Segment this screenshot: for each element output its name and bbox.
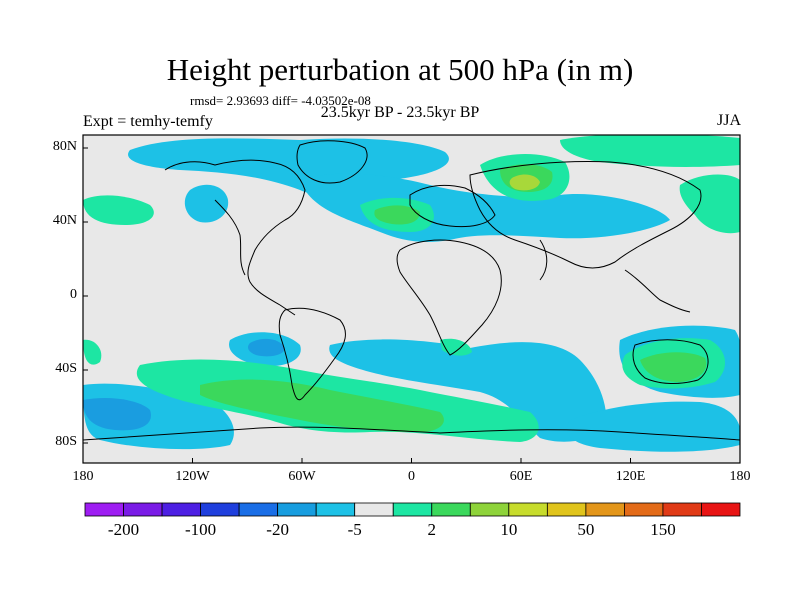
- colorbar-label: 150: [650, 520, 676, 539]
- colorbar-swatch: [469, 502, 510, 517]
- colorbar-swatch: [585, 502, 625, 517]
- colorbar-swatch: [546, 502, 587, 517]
- colorbar-swatch: [508, 502, 548, 517]
- colorbar-label: 10: [500, 520, 518, 539]
- contour-south-band-strong: [200, 379, 444, 432]
- colorbar-label: -200: [107, 520, 140, 539]
- contour-npacific-positive: [679, 174, 740, 234]
- lon-tick-label: 0: [408, 469, 415, 484]
- colorbar-swatch: [200, 502, 240, 517]
- contour-west-positive: [83, 339, 102, 365]
- coastlines: [83, 140, 740, 441]
- colorbar-label: 2: [427, 520, 437, 539]
- lon-tick-label: 180: [72, 469, 94, 484]
- lat-tick-label: 80S: [55, 434, 77, 449]
- contour-arctic-east-positive: [560, 135, 740, 167]
- colorbar-label: -20: [266, 520, 289, 539]
- contour-indian-negative: [329, 339, 607, 442]
- colorbar-swatch: [277, 502, 317, 517]
- contour-samerica-strong: [248, 338, 285, 357]
- colorbar-swatch: [392, 502, 433, 517]
- contour-australia-strong: [640, 352, 707, 382]
- period-label: 23.5kyr BP - 23.5kyr BP: [320, 104, 480, 121]
- colorbar-swatch: [701, 502, 741, 517]
- axis-ticks: [82, 147, 741, 463]
- colorbar: [84, 502, 741, 517]
- field-contours: [83, 135, 740, 452]
- season-label: JJA: [716, 112, 741, 129]
- contour-southern-strong: [83, 398, 151, 431]
- colorbar-swatch: [315, 502, 356, 517]
- lon-tick-label: 180: [729, 469, 751, 484]
- stats-label: rmsd= 2.93693 diff= -4.03502e-08: [190, 93, 371, 108]
- lon-tick-label: 120E: [615, 469, 646, 484]
- contour-atlantic-strong: [374, 205, 420, 225]
- colorbar-swatch: [431, 502, 471, 517]
- lon-tick-label: 60W: [288, 469, 316, 484]
- lat-tick-label: 40N: [52, 213, 77, 228]
- contour-europe-peak: [509, 174, 540, 191]
- lon-tick-label: 120W: [175, 469, 210, 484]
- contour-pacific-negative: [184, 184, 229, 223]
- colorbar-swatch: [624, 502, 664, 517]
- contour-se-negative: [566, 401, 740, 452]
- map-title: Height perturbation at 500 hPa (in m): [166, 52, 634, 87]
- colorbar-swatch: [161, 502, 201, 517]
- colorbar-label: -5: [347, 520, 362, 539]
- lat-tick-label: 0: [70, 287, 77, 302]
- lon-tick-label: 60E: [509, 469, 533, 484]
- colorbar-label: 50: [577, 520, 595, 539]
- colorbar-swatch: [354, 502, 394, 517]
- lat-tick-label: 80N: [52, 139, 77, 154]
- colorbar-swatch: [84, 502, 124, 517]
- colorbar-swatch: [238, 502, 279, 517]
- colorbar-swatch: [123, 502, 163, 517]
- lat-tick-label: 40S: [55, 361, 77, 376]
- colorbar-swatch: [662, 502, 702, 517]
- colorbar-label: -100: [184, 520, 217, 539]
- contour-pacific-positive: [83, 195, 154, 225]
- experiment-label: Expt = temhy-temfy: [83, 113, 213, 130]
